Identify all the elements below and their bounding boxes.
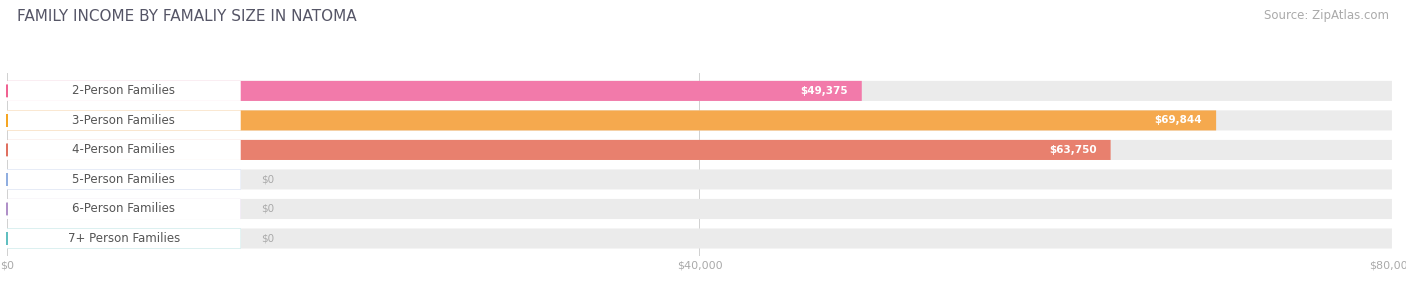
Text: Source: ZipAtlas.com: Source: ZipAtlas.com [1264, 9, 1389, 22]
FancyBboxPatch shape [7, 169, 240, 189]
FancyBboxPatch shape [7, 110, 1216, 131]
FancyBboxPatch shape [7, 169, 240, 189]
Text: $0: $0 [262, 174, 274, 185]
FancyBboxPatch shape [7, 81, 862, 101]
Text: FAMILY INCOME BY FAMALIY SIZE IN NATOMA: FAMILY INCOME BY FAMALIY SIZE IN NATOMA [17, 9, 357, 24]
FancyBboxPatch shape [7, 199, 1392, 219]
FancyBboxPatch shape [7, 81, 1392, 101]
FancyBboxPatch shape [7, 228, 240, 249]
FancyBboxPatch shape [7, 199, 240, 219]
Text: $69,844: $69,844 [1154, 115, 1202, 125]
FancyBboxPatch shape [7, 140, 240, 160]
Text: 7+ Person Families: 7+ Person Families [67, 232, 180, 245]
Text: 2-Person Families: 2-Person Families [72, 84, 176, 97]
FancyBboxPatch shape [7, 140, 1392, 160]
Text: 4-Person Families: 4-Person Families [72, 143, 176, 156]
Text: $63,750: $63,750 [1049, 145, 1097, 155]
FancyBboxPatch shape [7, 81, 240, 101]
FancyBboxPatch shape [7, 228, 240, 249]
Text: 6-Person Families: 6-Person Families [72, 203, 176, 215]
FancyBboxPatch shape [7, 169, 1392, 189]
FancyBboxPatch shape [7, 110, 240, 131]
FancyBboxPatch shape [7, 228, 1392, 249]
FancyBboxPatch shape [7, 140, 1111, 160]
FancyBboxPatch shape [7, 110, 1392, 131]
Text: $49,375: $49,375 [800, 86, 848, 96]
FancyBboxPatch shape [7, 199, 240, 219]
Text: $0: $0 [262, 234, 274, 243]
Text: $0: $0 [262, 204, 274, 214]
Text: 3-Person Families: 3-Person Families [73, 114, 176, 127]
Text: 5-Person Families: 5-Person Families [73, 173, 176, 186]
